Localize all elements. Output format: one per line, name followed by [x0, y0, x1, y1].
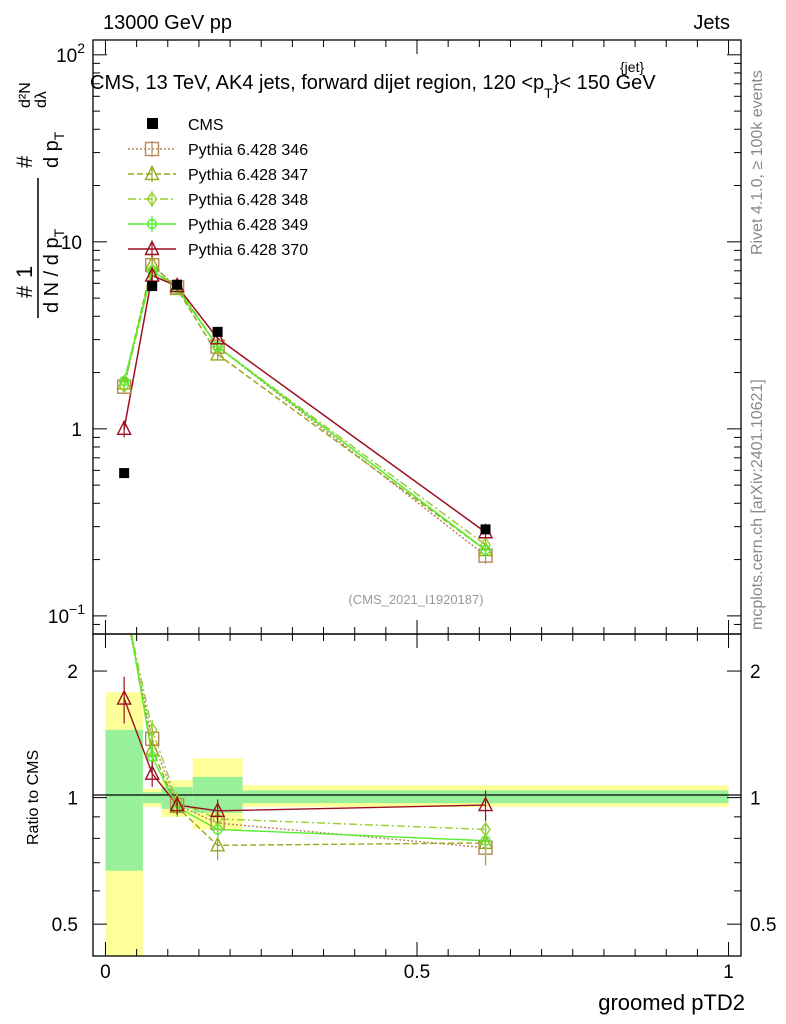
main-point-3-0: [118, 375, 130, 387]
ratio-plot-panel: 2 21 10.5 0.5 0 0.5 1: [52, 633, 777, 983]
legend-label-2: Pythia 6.428 348: [188, 192, 308, 209]
rivet-label: Rivet 4.1.0, ≥ 100k events: [749, 70, 766, 255]
main-point-4-3: [209, 329, 226, 345]
cms-point-1: [147, 281, 158, 292]
ratio-ytick-label-left-1: 1: [67, 789, 78, 810]
legend-marker-2: [146, 191, 158, 207]
y-label-hash2: #: [12, 155, 37, 168]
y-label-hash1: #: [12, 285, 37, 298]
y-label-d2n: d²N: [17, 82, 34, 108]
main-cms-data: [119, 279, 491, 535]
main-ytick-label-2: 1: [71, 420, 82, 441]
main-title-tail: }< 150 GeV: [553, 72, 657, 94]
y-label-dpt: d p: [41, 140, 63, 168]
svg-text:CMS, 13 TeV, AK4 jets, forward: CMS, 13 TeV, AK4 jets, forward dijet reg…: [90, 72, 656, 101]
ratio-x-ticks: 0 0.5 1: [100, 634, 734, 983]
main-ytick-label-0-exp: 2: [77, 40, 85, 56]
ratio-band-inner-0: [105, 729, 143, 871]
y-label-dlambda: dλ: [33, 91, 50, 108]
main-point-1-3: [209, 345, 226, 361]
ratio-ytick-label-left-0: 2: [67, 662, 78, 683]
ratio-point-4-3: [209, 801, 226, 818]
y-label-denom: d N / d p: [41, 237, 63, 313]
cms-point-4: [480, 524, 491, 535]
legend: CMS Pythia 6.428 346 Pythia 6.428 347 Pythi…: [128, 117, 308, 259]
main-ytick-label-3-exp: −1: [69, 601, 85, 617]
ratio-point-4-4: [477, 795, 494, 812]
y-label-num: 1: [12, 266, 37, 278]
main-point-3-4: [480, 544, 491, 556]
ratio-ytick-label-right-0: 2: [750, 662, 761, 683]
ratio-ytick-label-right-2: 0.5: [750, 915, 776, 936]
ratio-ytick-label-left-2: 0.5: [52, 915, 78, 936]
ratio-point-4-0: [116, 689, 132, 705]
main-ytick-label-0-base: 10: [56, 46, 77, 67]
main-ytick-label-0: 102: [56, 40, 85, 67]
y-label-dpt-sub: T: [51, 131, 67, 140]
cms-point-2: [172, 279, 183, 290]
legend-marker-cms: [147, 118, 158, 129]
main-ytick-label-3-base: 10: [48, 607, 69, 628]
main-title-sup: {jet}: [620, 59, 644, 75]
main-title: CMS, 13 TeV, AK4 jets, forward dijet reg…: [90, 59, 656, 101]
cms-point-3: [212, 326, 223, 337]
ratio-point-2-1: [146, 722, 158, 738]
main-x-ticks: [104, 40, 730, 634]
legend-marker-0: [144, 141, 160, 157]
svg-text:d pT: d pT: [41, 131, 67, 168]
cms-point-0: [119, 468, 130, 479]
x-axis-label: groomed pTD2: [598, 990, 745, 1015]
legend-label-1: Pythia 6.428 347: [188, 167, 308, 184]
ratio-band-inner-1: [142, 792, 162, 804]
ratio-y-ticks: 2 2 1 1 0.5 0.5: [52, 662, 777, 936]
legend-label-4: Pythia 6.428 370: [188, 242, 308, 259]
ratio-point-4-1: [144, 764, 160, 780]
header-right: Jets: [693, 12, 730, 34]
x-tick-label-1: 0.5: [404, 962, 430, 983]
ratio-point-3-3: [212, 824, 223, 835]
x-tick-label-2: 1: [723, 962, 734, 983]
x-tick-label-0: 0: [100, 962, 111, 983]
main-ytick-label-1: 10: [61, 233, 82, 254]
ratio-ytick-label-right-1: 1: [750, 789, 761, 810]
main-y-axis-label: # 1 d N / d pT # d pT d²N dλ: [12, 82, 67, 318]
mcplots-label: mcplots.cern.ch [arXiv:2401.10621]: [749, 379, 766, 630]
main-ytick-label-3: 10−1: [48, 601, 85, 628]
main-point-2-3: [212, 338, 224, 355]
ratio-series-markers: [116, 676, 494, 866]
svg-text:d N / d pT: d N / d pT: [41, 228, 67, 313]
legend-marker-1: [144, 164, 160, 181]
legend-label-cms: CMS: [188, 117, 224, 134]
ratio-y-axis-label: Ratio to CMS: [25, 750, 42, 845]
legend-marker-3: [146, 218, 158, 230]
legend-label-3: Pythia 6.428 349: [188, 217, 308, 234]
main-point-4-0: [116, 419, 132, 436]
y-label-denom-sub: T: [51, 228, 67, 237]
watermark: (CMS_2021_I1920187): [348, 592, 483, 607]
main-title-text: CMS, 13 TeV, AK4 jets, forward dijet reg…: [90, 72, 544, 94]
ratio-point-3-4: [480, 835, 491, 846]
ratio-point-4-2: [169, 795, 185, 812]
ratio-point-3-1: [146, 751, 158, 763]
main-point-2-0: [118, 378, 130, 394]
legend-marker-4: [144, 239, 160, 256]
main-title-sub: T: [544, 85, 553, 101]
legend-label-0: Pythia 6.428 346: [188, 142, 308, 159]
header-left: 13000 GeV pp: [103, 12, 232, 34]
ratio-point-1-3: [209, 836, 226, 852]
